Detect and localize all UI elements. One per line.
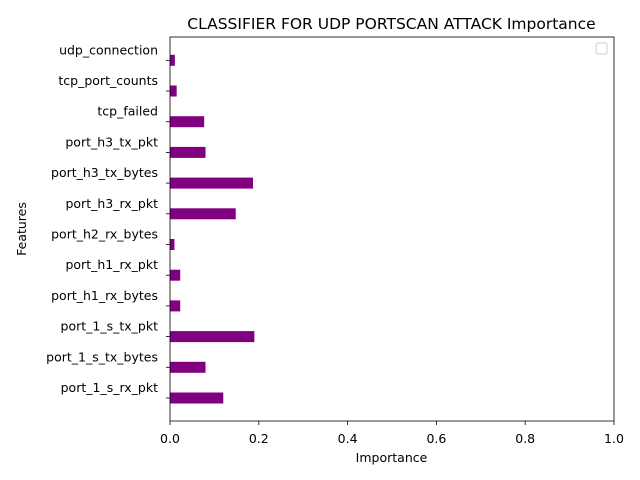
y-tick-label: port_h1_rx_pkt: [65, 257, 158, 272]
y-tick-label: port_1_s_rx_pkt: [61, 380, 158, 395]
chart-title: CLASSIFIER FOR UDP PORTSCAN ATTACK Impor…: [187, 15, 595, 33]
x-tick-label: 0.8: [515, 431, 535, 446]
y-tick-label: port_h3_tx_bytes: [51, 165, 158, 180]
x-tick-label: 0.2: [249, 431, 269, 446]
y-tick-label: port_h3_rx_pkt: [65, 196, 158, 211]
x-tick-label: 0.4: [338, 431, 358, 446]
y-tick-label: port_h1_rx_bytes: [51, 288, 158, 303]
x-axis-title: Importance: [356, 450, 428, 465]
y-axis-title: Features: [14, 202, 29, 256]
bar: [170, 54, 175, 66]
y-tick-label: port_h2_rx_bytes: [51, 227, 158, 242]
bar: [170, 392, 224, 404]
bar: [170, 85, 177, 97]
x-tick-label: 0.0: [160, 431, 180, 446]
bar: [170, 116, 205, 128]
plot-area: port_1_s_rx_pkt port_1_s_tx_bytes port_1_s…: [46, 36, 624, 446]
plot-frame: [169, 36, 615, 422]
y-tick-label: udp_connection: [59, 42, 158, 57]
bar: [170, 331, 255, 343]
bar: [170, 269, 181, 281]
bar: [170, 239, 175, 250]
y-tick-label: port_1_s_tx_bytes: [46, 349, 158, 364]
y-tick-label: port_h3_tx_pkt: [65, 134, 158, 149]
bar: [170, 208, 236, 220]
x-tick-label: 0.6: [426, 431, 446, 446]
bar: [170, 177, 254, 189]
y-tick-label: port_1_s_tx_pkt: [61, 319, 159, 334]
bar: [170, 361, 206, 373]
bar: [170, 146, 206, 158]
legend-box: [595, 42, 608, 55]
bar: [170, 300, 181, 312]
y-tick-label: tcp_port_counts: [58, 73, 158, 88]
x-tick-label: 1.0: [604, 431, 624, 446]
y-tick-label: tcp_failed: [97, 104, 158, 119]
